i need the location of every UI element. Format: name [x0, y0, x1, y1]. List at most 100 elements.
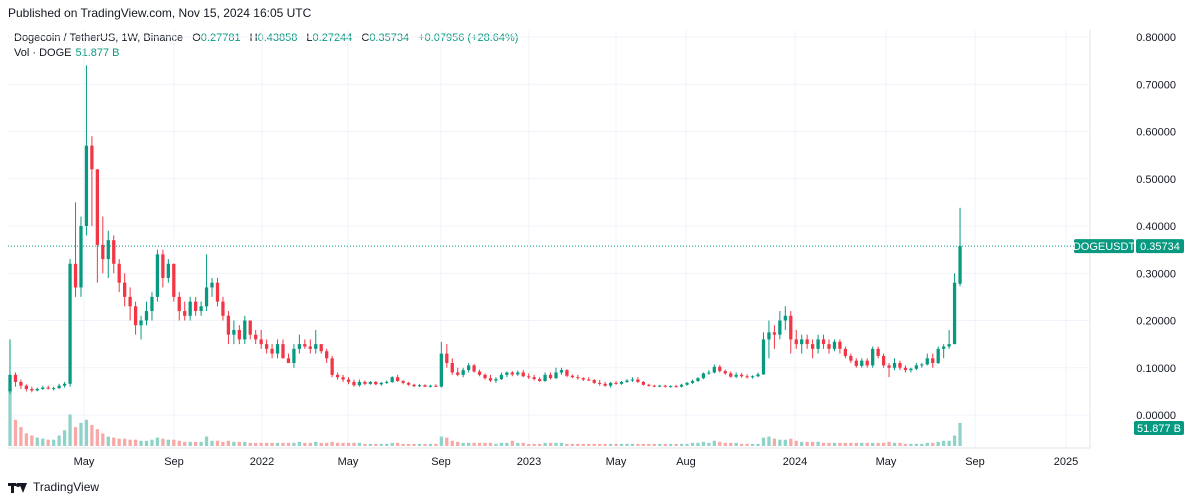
- candle-body: [570, 375, 575, 378]
- candle-body: [767, 332, 771, 340]
- high-label: H: [249, 32, 258, 44]
- volume-bar: [652, 443, 656, 446]
- candle: [947, 329, 951, 349]
- price-tick-label: 0.20000: [1136, 316, 1176, 328]
- candle: [614, 380, 618, 385]
- candle: [510, 371, 514, 377]
- candle: [341, 374, 345, 382]
- volume-bar: [456, 441, 460, 446]
- candle: [559, 367, 564, 375]
- candle: [810, 339, 815, 359]
- candle: [789, 311, 793, 354]
- candle-body: [352, 381, 356, 386]
- volume-bar: [95, 429, 99, 446]
- volume-bar: [778, 439, 782, 446]
- volume-bar: [128, 439, 132, 446]
- candle: [406, 381, 411, 386]
- candle-body: [849, 355, 853, 361]
- volume-bar: [188, 441, 192, 446]
- volume-bar: [838, 442, 842, 446]
- volume-bar: [57, 435, 61, 446]
- candle-body: [270, 348, 274, 354]
- volume-bar: [183, 441, 187, 446]
- candle: [456, 367, 460, 377]
- candle-body: [428, 385, 433, 387]
- candle-body: [128, 296, 132, 307]
- candle-body: [303, 344, 307, 347]
- candle-body: [821, 339, 826, 345]
- candle-body: [68, 263, 72, 384]
- time-tick-label: 2025: [1054, 456, 1078, 468]
- candle: [887, 363, 891, 378]
- candle: [385, 380, 389, 384]
- candle-body: [35, 389, 39, 391]
- candle-body: [461, 370, 465, 375]
- candle: [445, 344, 449, 368]
- candle: [854, 358, 858, 368]
- candle: [898, 360, 902, 371]
- volume-bar: [8, 388, 12, 446]
- candle: [778, 311, 782, 340]
- candle: [270, 344, 274, 359]
- candle: [903, 365, 908, 373]
- volume-bar: [483, 442, 487, 446]
- candle: [734, 372, 738, 379]
- candle-body: [543, 374, 547, 381]
- volume-bar: [608, 443, 613, 446]
- close-label: C: [361, 32, 370, 44]
- candle: [62, 381, 67, 388]
- candle-body: [467, 365, 471, 371]
- candle-body: [499, 374, 504, 380]
- volume-bar: [35, 437, 39, 446]
- volume-bar: [204, 436, 209, 446]
- candle: [860, 358, 864, 368]
- candle: [172, 263, 176, 302]
- candle: [488, 374, 493, 382]
- candle: [674, 384, 678, 388]
- candle-body: [745, 376, 749, 378]
- candle-body: [52, 388, 56, 390]
- candle: [357, 379, 362, 387]
- volume-bar: [325, 442, 329, 446]
- candle-body: [559, 370, 564, 373]
- volume-bar: [477, 442, 482, 446]
- candle-body: [565, 370, 569, 376]
- tradingview-logo-icon[interactable]: [8, 481, 28, 494]
- volume-bar: [559, 442, 564, 446]
- volume-bar: [674, 443, 678, 446]
- candle: [439, 341, 443, 388]
- volume-bar: [636, 443, 640, 446]
- volume-bar: [90, 425, 94, 446]
- volume-bar: [461, 442, 465, 446]
- candle-body: [816, 339, 820, 349]
- candle-body: [95, 169, 99, 245]
- candle: [952, 273, 957, 345]
- volume-bar: [920, 443, 924, 446]
- symbol-title[interactable]: Dogecoin / TetherUS, 1W, Binance: [14, 32, 184, 44]
- volume-bar: [712, 440, 716, 446]
- candle: [325, 348, 329, 364]
- candle-body: [423, 385, 427, 387]
- candle: [264, 339, 269, 354]
- candle: [658, 384, 662, 388]
- footer-brand[interactable]: TradingView: [33, 480, 100, 494]
- candle: [849, 353, 853, 364]
- candle: [472, 363, 476, 373]
- candle-body: [188, 301, 192, 316]
- candles: [8, 65, 962, 394]
- candle: [871, 346, 875, 368]
- candle-body: [576, 377, 580, 379]
- candle: [112, 235, 116, 274]
- candle-body: [800, 339, 804, 345]
- candle-body: [827, 344, 831, 349]
- volume-bar: [374, 443, 378, 446]
- candle: [712, 364, 716, 374]
- candle-body: [24, 385, 29, 390]
- volume-bar: [942, 440, 946, 446]
- candle-body: [625, 380, 629, 382]
- volume-bar: [800, 441, 804, 446]
- candle: [598, 380, 602, 386]
- volume-label[interactable]: Vol · DOGE: [14, 47, 72, 59]
- candle: [292, 344, 296, 368]
